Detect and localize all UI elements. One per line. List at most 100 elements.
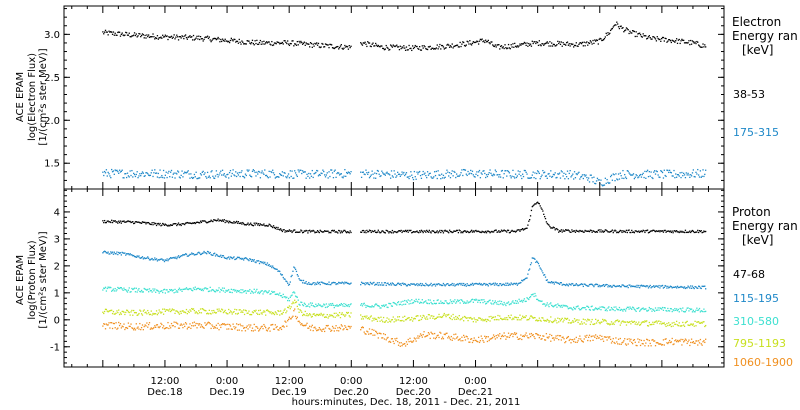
data-point [378, 282, 380, 284]
data-point [507, 229, 510, 232]
data-point [674, 41, 676, 43]
data-point [499, 283, 501, 285]
data-point [219, 291, 221, 293]
data-point [586, 230, 588, 232]
data-point [592, 39, 594, 42]
data-point [546, 279, 548, 281]
data-point [470, 283, 472, 285]
data-point [645, 308, 647, 310]
data-point [202, 170, 204, 173]
data-point [538, 265, 540, 267]
data-point [103, 221, 105, 224]
data-point [654, 38, 657, 40]
data-point [317, 314, 320, 317]
data-point [246, 290, 248, 292]
data-point [620, 343, 622, 345]
data-point [694, 342, 696, 344]
data-point [409, 319, 411, 321]
data-point [315, 282, 317, 284]
data-point [495, 46, 497, 48]
data-point [147, 256, 149, 258]
data-point [182, 253, 184, 256]
data-point [558, 283, 561, 285]
data-point [687, 340, 689, 343]
data-point [671, 322, 673, 324]
data-point [146, 289, 148, 291]
data-point [139, 322, 141, 325]
data-point [213, 311, 216, 313]
data-point [374, 304, 376, 306]
data-point [441, 336, 444, 338]
data-point [604, 319, 606, 321]
data-point [410, 229, 412, 232]
electron-ytick-label: 1.5 [44, 159, 60, 170]
data-point [382, 284, 385, 286]
data-point [198, 287, 200, 290]
data-point [203, 250, 205, 253]
data-point [211, 254, 213, 256]
data-point [489, 299, 491, 301]
data-point [250, 41, 253, 44]
data-point [167, 225, 169, 227]
data-point [256, 222, 258, 225]
data-point [394, 173, 396, 175]
data-point [142, 221, 144, 223]
data-point [660, 343, 662, 345]
data-point [585, 230, 587, 232]
data-point [389, 231, 392, 233]
data-point [496, 318, 498, 321]
data-point [595, 322, 598, 324]
data-point [548, 336, 550, 338]
data-point [163, 36, 166, 38]
data-point [345, 328, 348, 330]
data-point [186, 312, 188, 315]
data-point [172, 36, 174, 38]
data-point [495, 229, 497, 231]
data-point [496, 337, 498, 339]
data-point [332, 47, 335, 49]
data-point [424, 285, 426, 287]
data-point [540, 207, 542, 209]
data-point [445, 284, 447, 286]
data-point [317, 42, 320, 45]
data-point [416, 337, 418, 339]
data-point [617, 26, 620, 28]
data-point [124, 173, 126, 175]
data-point [128, 176, 130, 178]
data-point [240, 324, 242, 327]
data-point [108, 287, 110, 289]
data-point [395, 320, 397, 322]
data-point [224, 175, 226, 177]
data-point [624, 285, 626, 288]
data-point [519, 300, 521, 302]
data-point [125, 32, 128, 34]
data-point [635, 344, 637, 347]
data-point [210, 171, 212, 173]
data-point [200, 289, 203, 292]
data-point [249, 313, 251, 316]
data-point [288, 316, 291, 318]
data-point [198, 177, 200, 179]
data-point [389, 341, 392, 343]
data-point [500, 45, 503, 47]
data-point [658, 320, 660, 322]
data-point [310, 283, 313, 286]
data-point [530, 177, 533, 179]
data-point [161, 37, 163, 39]
data-point [110, 322, 112, 324]
data-point [280, 313, 283, 315]
data-point [400, 229, 402, 232]
data-point [126, 34, 129, 36]
data-point [116, 34, 118, 36]
data-point [494, 44, 496, 46]
data-point [148, 259, 151, 261]
data-point [294, 299, 296, 301]
data-point [111, 219, 113, 221]
data-point [617, 173, 620, 175]
data-point [434, 174, 437, 177]
data-point [404, 345, 407, 347]
data-point [292, 315, 294, 317]
data-point [491, 337, 493, 340]
data-point [132, 327, 134, 330]
